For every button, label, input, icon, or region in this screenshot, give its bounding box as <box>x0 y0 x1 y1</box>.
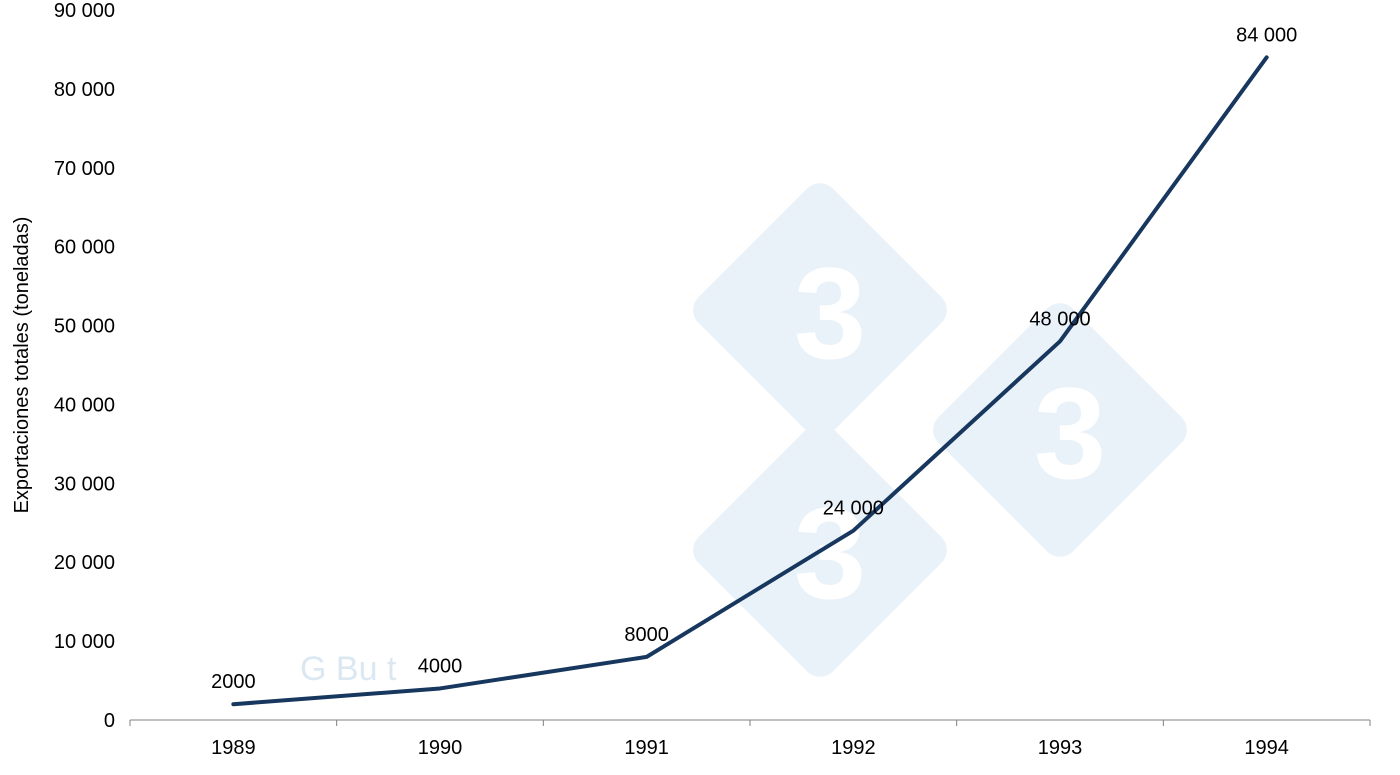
y-tick-label: 70 000 <box>54 158 115 180</box>
x-tick-label: 1989 <box>211 737 256 759</box>
y-axis-title: Exportaciones totales (toneladas) <box>11 217 33 514</box>
y-tick-label: 60 000 <box>54 237 115 259</box>
watermark-text: G Bu t <box>300 650 397 688</box>
svg-text:3: 3 <box>1034 360 1106 506</box>
chart-svg: 333G Bu t010 00020 00030 00040 00050 000… <box>0 0 1400 775</box>
data-label: 8000 <box>624 624 669 646</box>
y-tick-label: 40 000 <box>54 394 115 416</box>
y-tick-label: 80 000 <box>54 79 115 101</box>
data-label: 48 000 <box>1029 308 1090 330</box>
x-tick-label: 1994 <box>1244 737 1289 759</box>
watermark: 333 <box>686 176 1195 685</box>
x-tick-label: 1993 <box>1038 737 1083 759</box>
y-tick-label: 90 000 <box>54 0 115 22</box>
svg-text:3: 3 <box>794 240 866 386</box>
y-tick-label: 50 000 <box>54 316 115 338</box>
y-tick-label: 30 000 <box>54 473 115 495</box>
data-label: 24 000 <box>823 498 884 520</box>
y-tick-label: 20 000 <box>54 552 115 574</box>
x-tick-label: 1992 <box>831 737 876 759</box>
x-tick-label: 1991 <box>624 737 669 759</box>
x-tick-label: 1990 <box>418 737 463 759</box>
y-tick-label: 0 <box>104 710 115 732</box>
data-label: 4000 <box>418 655 463 677</box>
line-chart: 333G Bu t010 00020 00030 00040 00050 000… <box>0 0 1400 775</box>
data-label: 2000 <box>211 671 256 693</box>
data-label: 84 000 <box>1236 24 1297 46</box>
y-tick-label: 10 000 <box>54 631 115 653</box>
